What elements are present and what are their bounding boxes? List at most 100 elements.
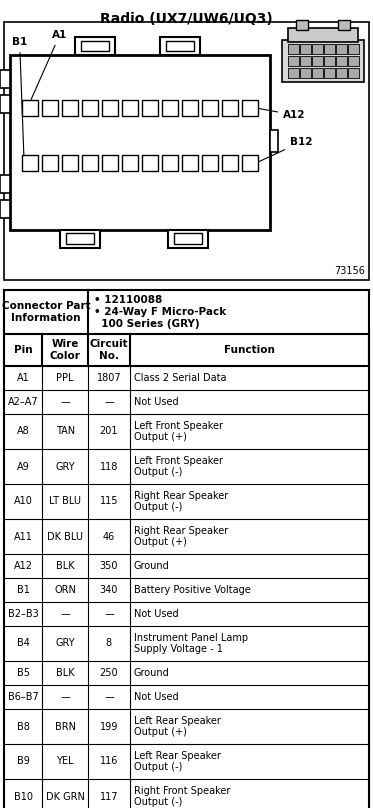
Bar	[336, 44, 347, 54]
Text: • 12110088
• 24-Way F Micro-Pack
  100 Series (GRY): • 12110088 • 24-Way F Micro-Pack 100 Ser…	[94, 296, 226, 329]
Text: B1: B1	[12, 37, 27, 156]
Bar	[0, 175, 10, 193]
Bar	[288, 68, 299, 78]
Bar	[166, 41, 194, 51]
Text: GRY: GRY	[55, 638, 75, 649]
Bar	[324, 44, 335, 54]
Text: B12: B12	[258, 137, 313, 162]
Bar	[336, 56, 347, 66]
Bar	[142, 100, 158, 116]
Bar	[222, 100, 238, 116]
Text: Class 2 Serial Data: Class 2 Serial Data	[134, 373, 226, 383]
Bar	[142, 155, 158, 171]
Bar	[222, 155, 238, 171]
Bar	[348, 56, 359, 66]
Text: Circuit
No.: Circuit No.	[90, 339, 128, 361]
Bar	[81, 41, 109, 51]
Text: B8: B8	[17, 722, 29, 731]
Text: Not Used: Not Used	[134, 609, 179, 619]
Text: 350: 350	[100, 561, 118, 571]
Text: B1: B1	[17, 585, 29, 595]
Text: Instrument Panel Lamp
Supply Voltage - 1: Instrument Panel Lamp Supply Voltage - 1	[134, 633, 248, 654]
Text: Pin: Pin	[14, 345, 32, 355]
Bar	[62, 100, 78, 116]
Text: A1: A1	[17, 373, 29, 383]
Text: A12: A12	[14, 561, 33, 571]
Text: ORN: ORN	[54, 585, 76, 595]
Text: 118: 118	[100, 461, 118, 472]
Text: 1807: 1807	[97, 373, 121, 383]
Text: DK GRN: DK GRN	[46, 792, 85, 802]
Bar	[62, 155, 78, 171]
Text: YEL: YEL	[56, 756, 74, 767]
Text: LT BLU: LT BLU	[49, 496, 81, 507]
Text: —: —	[104, 692, 114, 702]
Text: A8: A8	[17, 427, 29, 436]
Text: Right Rear Speaker
Output (+): Right Rear Speaker Output (+)	[134, 526, 228, 547]
Text: PPL: PPL	[56, 373, 74, 383]
Text: TAN: TAN	[56, 427, 75, 436]
Text: BRN: BRN	[54, 722, 76, 731]
Text: 8: 8	[106, 638, 112, 649]
Bar	[202, 100, 218, 116]
Bar	[300, 44, 311, 54]
Text: B4: B4	[17, 638, 29, 649]
Bar	[122, 100, 138, 116]
Text: A12: A12	[259, 108, 305, 120]
Text: Ground: Ground	[134, 561, 170, 571]
Text: Left Rear Speaker
Output (+): Left Rear Speaker Output (+)	[134, 716, 221, 737]
Text: DK BLU: DK BLU	[47, 532, 83, 541]
Bar	[42, 155, 58, 171]
Bar	[22, 155, 38, 171]
Text: —: —	[60, 609, 70, 619]
Bar	[312, 44, 323, 54]
Text: B6–B7: B6–B7	[8, 692, 38, 702]
Bar	[288, 56, 299, 66]
Bar	[242, 100, 258, 116]
Bar	[102, 100, 118, 116]
Text: Left Front Speaker
Output (+): Left Front Speaker Output (+)	[134, 421, 223, 442]
Bar	[75, 37, 115, 55]
Text: Left Front Speaker
Output (-): Left Front Speaker Output (-)	[134, 456, 223, 478]
Text: 117: 117	[100, 792, 118, 802]
Text: 340: 340	[100, 585, 118, 595]
Bar	[22, 100, 38, 116]
Text: B9: B9	[17, 756, 29, 767]
Text: 73156: 73156	[334, 266, 365, 276]
Text: 116: 116	[100, 756, 118, 767]
Bar	[4, 290, 369, 808]
Bar	[168, 230, 208, 248]
Bar	[324, 68, 335, 78]
Bar	[66, 233, 94, 244]
Text: Ground: Ground	[134, 668, 170, 678]
Bar	[282, 40, 364, 82]
Bar	[82, 100, 98, 116]
Text: 250: 250	[100, 668, 118, 678]
Bar	[0, 70, 10, 88]
Bar	[288, 44, 299, 54]
Text: Radio (UX7/UW6/UQ3): Radio (UX7/UW6/UQ3)	[100, 12, 273, 26]
Bar	[348, 44, 359, 54]
Text: B10: B10	[14, 792, 33, 802]
Bar	[242, 155, 258, 171]
Text: —: —	[60, 397, 70, 407]
Bar	[288, 28, 358, 42]
Bar	[296, 20, 308, 30]
Text: Not Used: Not Used	[134, 692, 179, 702]
Bar	[160, 37, 200, 55]
Text: —: —	[60, 692, 70, 702]
Text: 201: 201	[100, 427, 118, 436]
Text: A2–A7: A2–A7	[8, 397, 38, 407]
Bar	[324, 56, 335, 66]
Bar	[10, 55, 270, 230]
Bar	[348, 68, 359, 78]
Text: A9: A9	[17, 461, 29, 472]
Text: Connector Part
Information: Connector Part Information	[1, 301, 90, 323]
Text: —: —	[104, 609, 114, 619]
Bar	[0, 95, 10, 113]
Bar	[60, 230, 100, 248]
Bar	[182, 155, 198, 171]
Text: BLK: BLK	[56, 561, 75, 571]
Bar	[42, 100, 58, 116]
Text: Right Front Speaker
Output (-): Right Front Speaker Output (-)	[134, 785, 230, 807]
